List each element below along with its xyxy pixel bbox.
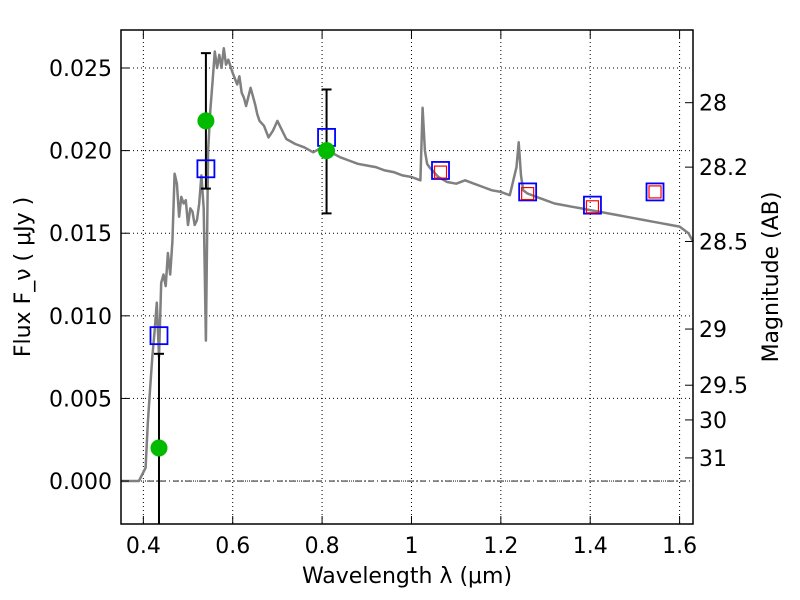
model-square-marker [431,161,450,180]
right-tick-label: 30 [699,409,727,434]
y-tick-label: 0.025 [49,57,112,82]
x-tick-label: 0.8 [305,534,340,559]
right-axis-ticks: 28 28.2 28.5 29 29.5 30 31 [685,92,748,472]
detection-circle-marker [318,142,336,160]
y-axis-title: Flux F_ν ( μJy ) [11,197,36,357]
x-tick-label: 0.4 [126,534,161,559]
right-tick-label: 28.5 [699,230,748,255]
model-square-marker [645,182,665,202]
right-tick-label: 31 [699,447,727,472]
model-square-marker [196,159,216,179]
right-tick-label: 29.5 [699,374,748,399]
plot-area-frame [120,29,694,525]
model-square-marker [149,326,169,346]
x-axis-ticks: 0.4 0.6 0.8 1 1.2 1.4 1.6 [126,30,697,559]
observed-square-marker [433,165,448,179]
grid-lines [121,30,693,524]
observed-square-marker [585,200,600,214]
model-square-marker [518,182,538,202]
x-tick-label: 0.6 [215,534,250,559]
y-tick-label: 0.020 [49,140,112,165]
right-tick-label: 28.2 [699,156,748,181]
detection-circle-marker [197,112,215,130]
sed-model-line [121,46,695,483]
y-tick-label: 0.005 [49,387,112,412]
x-tick-label: 1.2 [483,534,518,559]
right-tick-label: 28 [699,92,727,117]
observed-square-marker [521,186,535,201]
y-tick-label: 0.000 [49,470,112,495]
x-tick-label: 1 [404,534,418,559]
right-tick-label: 29 [699,318,727,343]
x-tick-label: 1.4 [573,534,608,559]
y-axis-ticks: 0.000 0.005 0.010 0.015 0.020 0.025 [49,57,129,495]
y-tick-label: 0.010 [49,305,112,330]
plot-series [121,46,695,524]
y-tick-label: 0.015 [49,222,112,247]
x-tick-label: 1.6 [662,534,697,559]
x-axis-title: Wavelength λ (μm) [302,564,512,589]
observed-square-marker [648,185,662,199]
right-axis-title: Magnitude (AB) [759,192,784,363]
detection-circle-marker [150,439,168,457]
model-square-marker [583,195,602,215]
